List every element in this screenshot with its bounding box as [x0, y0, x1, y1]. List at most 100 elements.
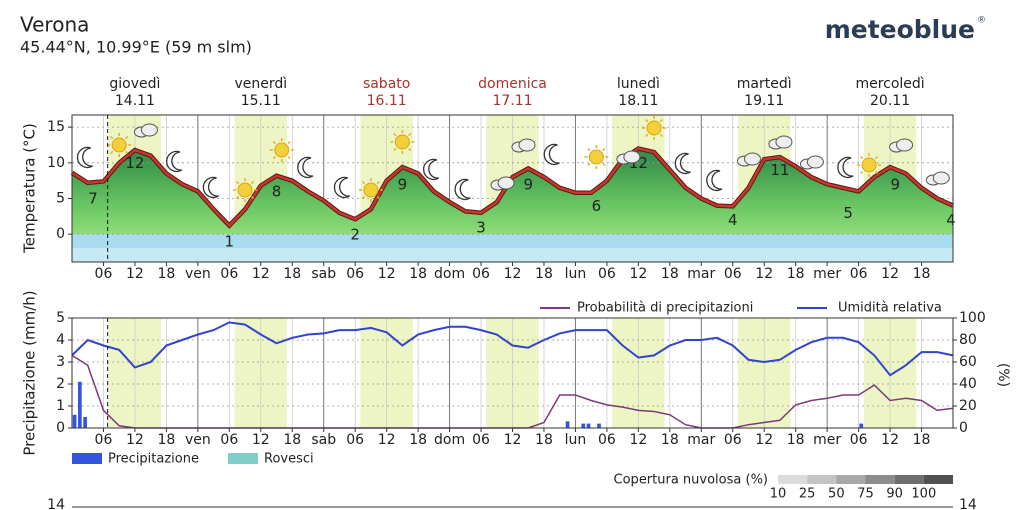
cloud	[140, 123, 158, 137]
legend-label: Rovesci	[264, 452, 314, 467]
x-tick-label: mer	[813, 432, 841, 448]
sun-ray	[250, 195, 255, 200]
extreme-label: 7	[88, 190, 98, 208]
x-tick-label: mar	[687, 432, 715, 448]
weather-icon	[768, 135, 793, 150]
x-tick-label: 18	[787, 266, 805, 282]
cloud	[518, 138, 536, 152]
weather-icon	[233, 178, 258, 202]
weather-icon	[674, 152, 691, 175]
extreme-label: 11	[770, 161, 789, 179]
weather-icon	[616, 150, 641, 165]
weather-icon	[423, 158, 440, 181]
x-tick-label: 06	[220, 266, 238, 282]
x-tick-label: 12	[504, 432, 522, 448]
y2-tick-label: 14	[959, 497, 977, 510]
x-tick-label: 06	[850, 432, 868, 448]
y-tick-label: 1	[56, 398, 65, 414]
weather-icon	[358, 178, 383, 202]
cloud-swatch	[778, 475, 808, 484]
cloud-level-label: 90	[886, 487, 903, 502]
sun-ray	[860, 170, 864, 175]
x-tick-label: 18	[157, 266, 175, 282]
y2-tick-label: 20	[959, 398, 977, 414]
plot-border	[71, 114, 954, 263]
temperature-area	[72, 148, 953, 262]
day-date: 18.11	[618, 93, 658, 109]
sun-ray	[874, 170, 879, 175]
sun-ray	[376, 180, 380, 185]
plot-border	[71, 317, 954, 429]
y-axis-label: Temperatura (°C)	[21, 123, 39, 254]
x-tick-label: lun	[565, 432, 587, 448]
extreme-label: 1	[225, 233, 235, 251]
sun-ray	[408, 132, 412, 137]
day-name: sabato	[363, 76, 410, 92]
extreme-label: 8	[272, 183, 282, 201]
x-tick-label: 06	[850, 266, 868, 282]
cloud	[623, 150, 641, 164]
sun-ray	[860, 155, 864, 160]
moon	[202, 176, 219, 199]
x-tick-label: 06	[472, 432, 490, 448]
cloud-level-label: 25	[799, 487, 816, 502]
weather-icon	[269, 138, 294, 162]
extreme-label: 9	[398, 175, 408, 193]
sun-ray	[587, 162, 591, 167]
sun	[588, 149, 604, 165]
sun	[646, 120, 662, 136]
moon	[166, 150, 183, 173]
x-tick-label: 18	[913, 266, 931, 282]
cloud-swatch	[923, 475, 953, 484]
weather-icon	[511, 138, 536, 153]
weather-icon	[642, 116, 667, 140]
cloud	[743, 152, 761, 166]
x-tick-label: 12	[126, 266, 144, 282]
y2-tick-label: 0	[959, 420, 968, 436]
extreme-label: 5	[843, 204, 853, 222]
x-tick-label: 18	[283, 432, 301, 448]
sun-ray	[602, 162, 606, 167]
temperature-fill	[72, 148, 953, 262]
extreme-label: 4	[728, 211, 738, 229]
weather-icon	[76, 146, 94, 169]
legend-label: Probabilità di precipitazioni	[577, 301, 753, 316]
cloud-legend-title: Copertura nuvolosa (%)	[614, 473, 768, 488]
weather-icon	[333, 176, 351, 199]
sun-ray	[236, 195, 240, 200]
x-tick-label: 18	[661, 266, 679, 282]
x-tick-label: 12	[881, 266, 899, 282]
extreme-label: 2	[350, 225, 360, 243]
x-tick-label: 06	[598, 266, 616, 282]
x-tick-label: 06	[220, 432, 238, 448]
sun-ray	[408, 147, 412, 152]
below-zero-band	[72, 248, 953, 262]
y-axis-label: Precipitazione (mm/h)	[21, 290, 39, 455]
title: Verona	[20, 13, 89, 37]
day-date: 15.11	[241, 93, 281, 109]
x-tick-label: 06	[598, 432, 616, 448]
extreme-label: 12	[125, 154, 144, 172]
sun-ray	[250, 180, 255, 185]
y2-tick-label: 100	[959, 310, 986, 326]
precip-bar	[78, 381, 82, 428]
cloud	[497, 176, 515, 190]
x-tick-label: 06	[95, 266, 113, 282]
x-tick-label: 12	[378, 266, 396, 282]
x-tick-label: 12	[252, 432, 270, 448]
moon	[543, 143, 560, 166]
moon	[76, 146, 94, 169]
y-tick-label: 5	[56, 190, 65, 206]
moon	[423, 158, 440, 181]
day-date: 17.11	[492, 93, 532, 109]
precip-bar	[597, 423, 601, 428]
subtitle: 45.44°N, 10.99°E (59 m slm)	[20, 38, 252, 57]
day-name: lunedì	[617, 76, 660, 92]
weather-icon	[837, 156, 854, 179]
x-tick-label: 12	[755, 432, 773, 448]
day-date: 14.11	[115, 93, 155, 109]
sun-ray	[602, 147, 606, 152]
sun-ray	[659, 133, 664, 138]
x-tick-label: dom	[434, 266, 465, 282]
x-tick-label: mer	[813, 266, 841, 282]
